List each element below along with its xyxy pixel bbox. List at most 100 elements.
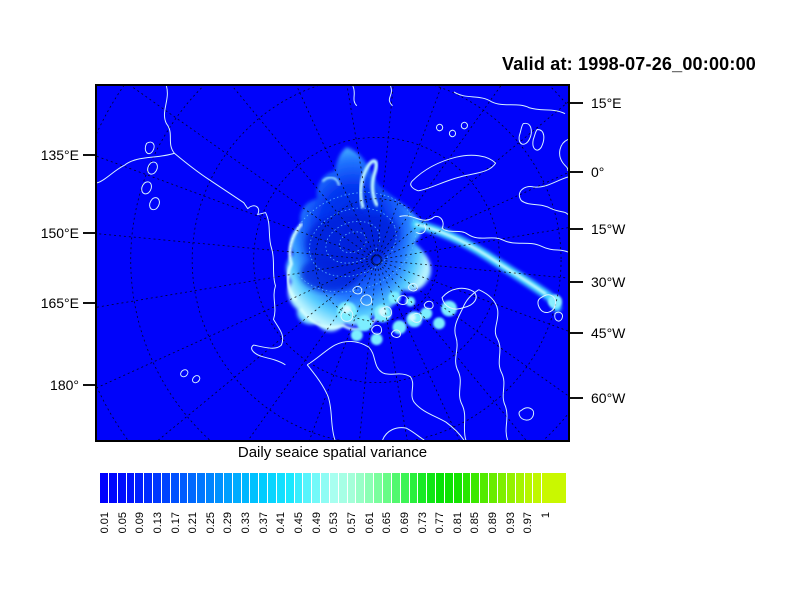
colorbar-segment: [391, 473, 400, 503]
coast-iceland: [518, 407, 535, 421]
colorbar-segment: [232, 473, 241, 503]
graticule-meridian: [346, 86, 377, 257]
graticule-meridian: [296, 86, 376, 257]
coast-bering-islands: [180, 369, 201, 384]
right-tick-mark: [570, 171, 583, 173]
colorbar-segment: [312, 473, 321, 503]
colorbar-tick-label: 0.57: [345, 512, 358, 534]
colorbar-tick-label: 0.65: [381, 512, 394, 534]
colorbar-tick-label: 0.01: [99, 512, 111, 534]
colorbar-tick-labels: 0.01 0.05 0.09 0.13 0.17 0.21 0.25 0.29 0.33 0.37…: [99, 507, 566, 549]
colorbar-segment: [223, 473, 232, 503]
colorbar-tick-label: 0.97: [522, 512, 535, 534]
colorbar-segment: [170, 473, 179, 503]
left-tick-label: 150°E: [40, 225, 79, 241]
coast-arctic-archipelago: [340, 283, 434, 338]
colorbar-segment: [321, 473, 329, 503]
colorbar-segment: [374, 473, 382, 503]
colorbar-segment: [259, 473, 268, 503]
colorbar-segment: [329, 473, 338, 503]
graticule-meridian: [376, 86, 394, 257]
colorbar-tick-label: 0.41: [275, 512, 288, 534]
map-caption: Daily seaice spatial variance: [237, 444, 428, 461]
ice-interior-patch: [300, 256, 360, 292]
colorbar-tick-label: 0.09: [134, 512, 147, 534]
graticule-meridian: [380, 227, 568, 260]
right-tick-label: 0°: [591, 164, 605, 180]
colorbar-tick-label: 0.21: [187, 512, 200, 534]
colorbar-segment: [338, 473, 347, 503]
right-tick-mark: [570, 228, 583, 230]
colorbar-tick-label: 0.77: [434, 512, 447, 534]
colorbar-segment: [524, 473, 533, 503]
graticule-meridian: [97, 233, 373, 261]
colorbar-segment: [188, 473, 197, 503]
graticule-meridian: [380, 172, 568, 259]
colorbar-tick-label: 0.25: [204, 512, 217, 534]
colorbar-tick-label: 0.81: [451, 512, 464, 534]
colorbar-segment: [436, 473, 444, 503]
graticule-meridian: [97, 261, 374, 389]
map-canvas: [95, 84, 570, 442]
graticule-meridian: [380, 260, 568, 279]
coast-barents-right-edge: [518, 138, 568, 215]
left-tick-mark: [83, 232, 95, 234]
colorbar-segment: [303, 473, 312, 503]
colorbar-tick-label: 0.05: [116, 512, 129, 534]
right-tick-label: 45°W: [591, 325, 626, 341]
coast-canada-mainland: [306, 341, 465, 440]
colorbar-tick-label: 0.13: [151, 512, 164, 534]
colorbar-tick-label: 0.33: [240, 512, 253, 534]
graticule-meridian: [380, 261, 568, 332]
graticule-meridian: [247, 263, 375, 440]
colorbar-segment: [383, 473, 391, 503]
colorbar-segment: [268, 473, 276, 503]
right-tick-label: 15°E: [591, 95, 622, 111]
left-tick-label: 165°E: [40, 295, 79, 311]
graticule-meridian: [157, 262, 374, 440]
colorbar-segment: [117, 473, 126, 503]
colorbar-segment: [453, 473, 462, 503]
colorbar-segment: [108, 473, 117, 503]
colorbar-segment: [533, 473, 542, 503]
colorbar-segment: [100, 473, 108, 503]
map-svg: [97, 86, 568, 440]
graticule-meridian: [377, 86, 442, 257]
graticule-meridian: [378, 262, 527, 440]
colorbar-tick-label: 0.61: [363, 512, 376, 534]
graticule-meridian: [231, 86, 375, 258]
colorbar-segment: [285, 473, 294, 503]
right-tick-mark: [570, 332, 583, 334]
colorbar-tick-label: 0.85: [469, 512, 482, 534]
colorbar-segment: [515, 473, 524, 503]
ice-archipelago-patches: [336, 291, 563, 346]
coast-alaska: [306, 364, 336, 440]
coast-kara-top-edge: [352, 86, 566, 115]
graticule-meridian: [130, 86, 374, 259]
colorbar-segment: [489, 473, 497, 503]
colorbar-segment: [241, 473, 250, 503]
colorbar-segment: [153, 473, 161, 503]
coast-siberia-taymyr: [163, 86, 286, 366]
colorbar-segment: [214, 473, 223, 503]
colorbar-segment: [506, 473, 515, 503]
coast-svalbard: [537, 294, 563, 322]
right-tick-label: 15°W: [591, 221, 626, 237]
plot-title: Valid at: 1998-07-26_00:00:00: [502, 54, 756, 74]
colorbar: [100, 473, 567, 503]
right-tick-mark: [570, 281, 583, 283]
graticule-meridian: [376, 263, 408, 440]
colorbar-segment: [135, 473, 144, 503]
seaice-variance-field: [286, 147, 563, 346]
colorbar-tick-label: 0.29: [222, 512, 235, 534]
coast-novaya-zemlya: [410, 154, 497, 192]
ice-interior-patch: [349, 214, 400, 255]
graticule-meridian: [97, 155, 374, 260]
graticule-meridian: [97, 260, 373, 308]
colorbar-tick-label: 1: [540, 512, 552, 519]
left-tick-mark: [83, 302, 95, 304]
colorbar-segment: [444, 473, 453, 503]
coast-white-sea: [399, 215, 568, 253]
colorbar-segment: [427, 473, 436, 503]
